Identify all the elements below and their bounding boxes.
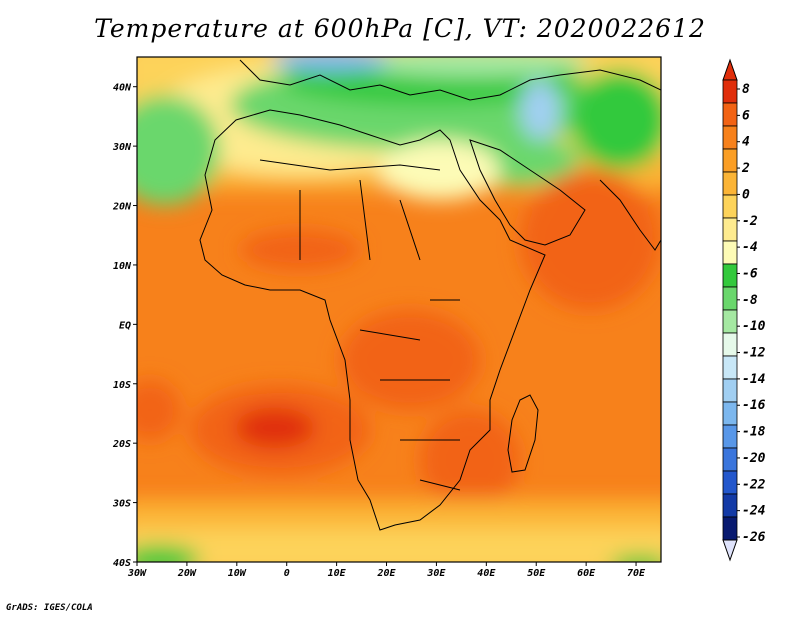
colorbar-segment (722, 79, 738, 104)
colorbar-tick-label: -16 (742, 398, 766, 413)
colorbar-segment (722, 470, 738, 495)
colorbar-under-arrow (722, 539, 738, 562)
south-green-se (611, 555, 661, 562)
colorbar-tick-label: -18 (742, 425, 766, 440)
west-atlantic-warm (137, 380, 180, 440)
y-tick-label: 20N (112, 202, 132, 213)
europe-palegreen (350, 57, 590, 77)
arabian-warm (520, 170, 660, 310)
y-tick-label: EQ (119, 320, 131, 331)
colorbar-tick-label: -24 (742, 504, 766, 519)
y-tick-label: 30S (112, 499, 131, 510)
india-coast (599, 179, 661, 251)
colorbar-segment (722, 263, 738, 288)
colorbar-segment (722, 516, 738, 541)
colorbar-tick-label: 4 (742, 135, 750, 150)
y-tick-label: 10N (113, 261, 132, 272)
colorbar-segment (722, 378, 738, 403)
y-tick-label: 30N (112, 142, 132, 153)
arabia (469, 139, 586, 246)
y-tick-label: 40S (113, 558, 131, 569)
southern-africa-warm (420, 410, 520, 510)
colorbar-segment (722, 355, 738, 380)
x-tick-label: 10W (228, 568, 247, 579)
colorbar-segment (722, 171, 738, 196)
atlantic-north-green (137, 95, 220, 205)
credit-label: GrADS: IGES/COLA (6, 603, 93, 613)
x-tick-label: 10E (328, 568, 347, 579)
colorbar: 8 6 4 2 0 -2 -4 -6 -8 -10 -12 -14 -16 -18 -20 -22 -24 -26 (722, 58, 766, 562)
colorbar-segment (722, 148, 738, 173)
x-tick-label: 20W (177, 568, 197, 579)
colorbar-tick-label: -20 (742, 451, 766, 466)
colorbar-tick-label: -12 (742, 346, 766, 361)
colorbar-tick-label: -6 (742, 266, 758, 281)
colorbar-tick-label: -22 (742, 477, 766, 492)
colorbar-segment (722, 447, 738, 472)
colorbar-over-arrow (722, 58, 738, 81)
colorbar-tick-label: -8 (742, 293, 758, 308)
y-axis-ticks: 40N 30N 20N 10N EQ 10S 20S 30S 40S (112, 83, 137, 569)
internal-borders (259, 159, 461, 491)
colorbar-tick-label: -26 (742, 530, 766, 545)
y-tick-label: 10S (113, 380, 131, 391)
colorbar-tick-label: -10 (742, 319, 766, 334)
colorbar-segment (722, 102, 738, 127)
colorbar-segment (722, 240, 738, 265)
colorbar-tick-label: -2 (742, 214, 758, 229)
colorbar-tick-label: -4 (742, 240, 758, 255)
colorbar-tick-label: 8 (742, 82, 750, 97)
page-title: Temperature at 600hPa [C], VT: 202002261… (94, 14, 706, 43)
colorbar-segment (722, 493, 738, 518)
y-tick-label: 20S (112, 439, 131, 450)
colorbar-tick-label: 2 (741, 161, 750, 176)
colorbar-segment (722, 286, 738, 311)
colorbar-segment (722, 309, 738, 334)
y-tick-label: 40N (113, 83, 132, 94)
x-tick-label: 40E (477, 568, 496, 579)
colorbar-segment (722, 217, 738, 242)
europe-coast (239, 59, 661, 101)
congo-warm (340, 310, 480, 410)
atlantic-warm-core (235, 408, 315, 448)
x-tick-label: 60E (577, 568, 596, 579)
x-tick-label: 0 (284, 568, 290, 579)
north-blue-2 (520, 80, 560, 140)
madagascar (507, 394, 539, 473)
colorbar-tick-label: -14 (742, 372, 766, 387)
x-tick-label: 70E (627, 568, 646, 579)
south-green-sw (137, 545, 200, 562)
x-tick-label: 30W (127, 568, 147, 579)
x-tick-label: 20E (376, 568, 396, 579)
colorbar-tick-label: 0 (742, 187, 750, 202)
north-blue-1 (270, 57, 390, 72)
colorbar-segment (722, 332, 738, 357)
colorbar-segment (722, 194, 738, 219)
colorbar-segment (722, 125, 738, 150)
africa-coastline (199, 109, 546, 531)
colorbar-tick-label: 6 (742, 108, 750, 123)
south-pale-band (137, 528, 661, 562)
x-tick-label: 30E (426, 568, 446, 579)
asia-green (570, 70, 661, 170)
colorbar-segment (722, 424, 738, 449)
x-tick-label: 50E (527, 568, 546, 579)
x-axis-ticks: 30W 20W 10W 0 10E 20E 30E 40E 50E 60E 70E (127, 562, 646, 579)
colorbar-segment (722, 401, 738, 426)
coastlines (199, 59, 661, 531)
temperature-field (137, 57, 661, 562)
map-frame (136, 56, 662, 563)
